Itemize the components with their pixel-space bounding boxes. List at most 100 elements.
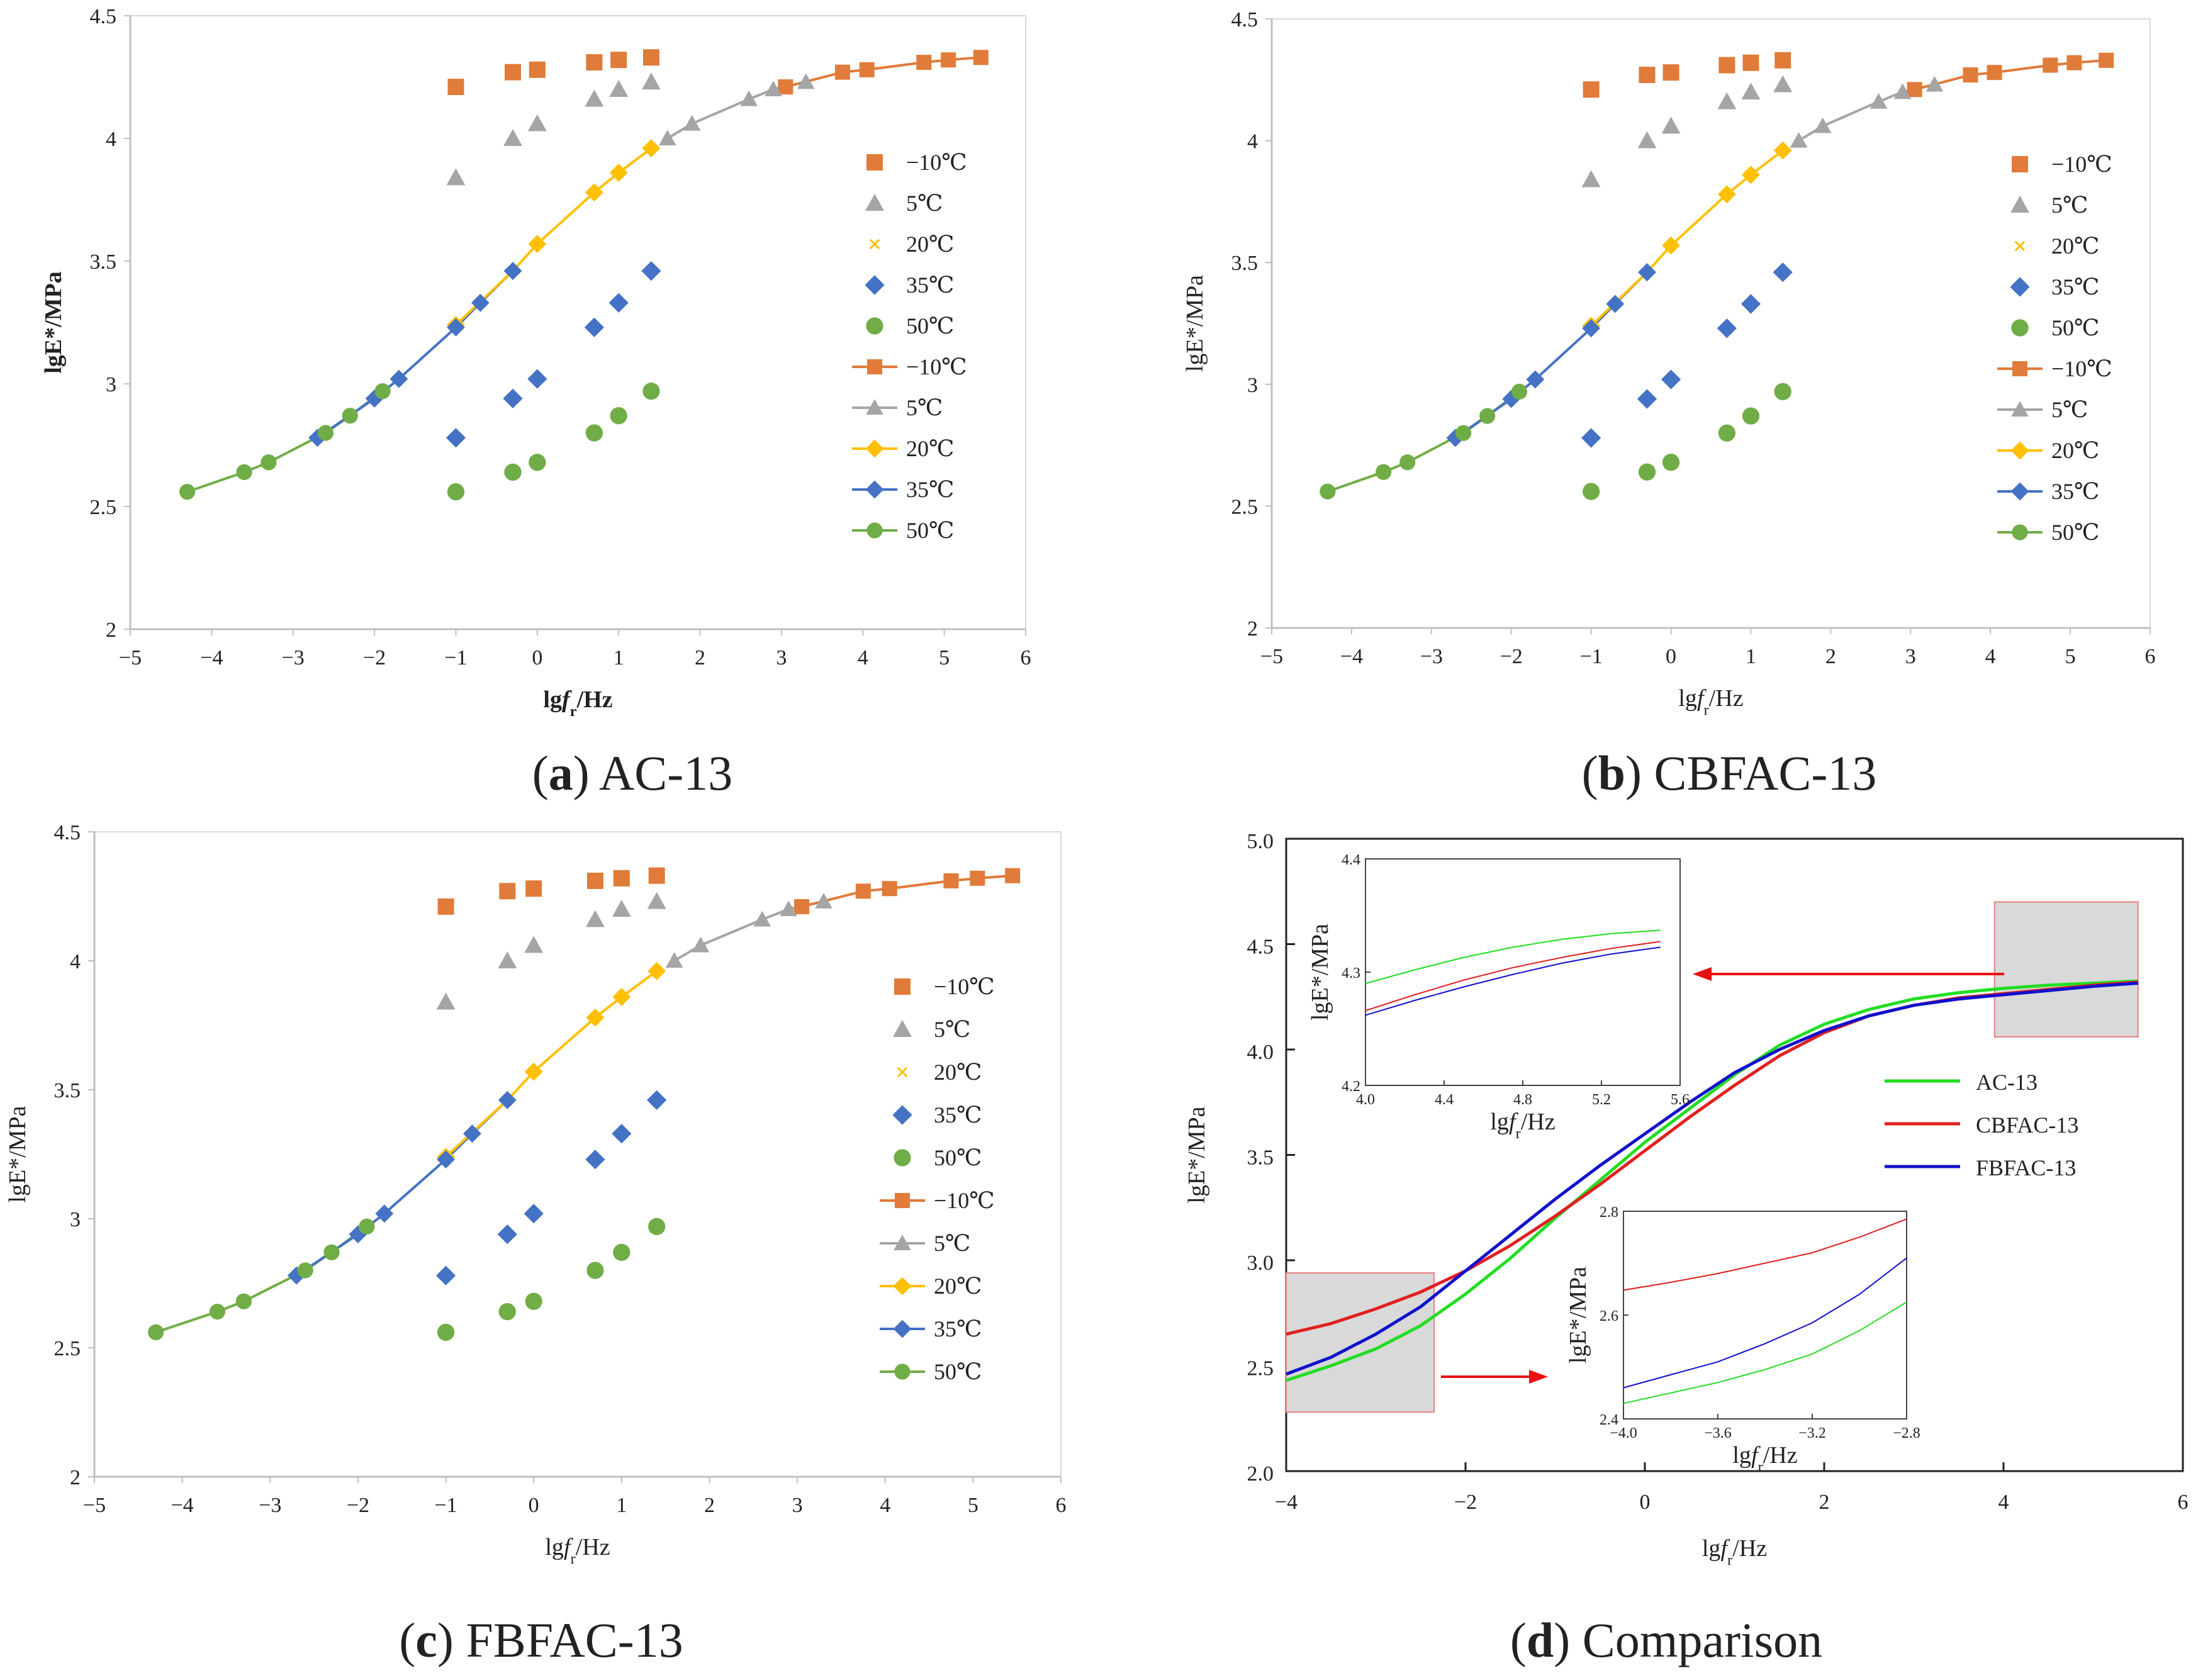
panel-a-raw-point-m10: [586, 54, 603, 71]
panel-c-raw-point-p35: [585, 1150, 605, 1170]
panel-b-raw-point-p35: [1637, 389, 1657, 409]
panel-a-raw-point-p5: [446, 168, 466, 186]
panel-c-raw-point-p5: [498, 951, 517, 968]
panel-c-y-tick-label: 2.5: [54, 1337, 81, 1360]
panel-a-raw-point-p5: [609, 80, 629, 97]
panel-d-inset-bottom-series-cbfac-13: [1623, 1218, 1907, 1291]
panel-b-shifted-point-p35: [1606, 294, 1625, 313]
panel-c-legend-label: 20℃: [934, 1060, 982, 1085]
panel-c-shifted-point-m10: [970, 870, 985, 886]
panel-a-shifted-point-p35: [390, 369, 408, 388]
panel-b-x-tick-label: 0: [1666, 645, 1676, 668]
panel-c-x-axis-label: lgfr/Hz: [545, 1534, 610, 1567]
panel-a-raw-point-p5: [585, 89, 604, 107]
panel-d-inset-bottom-x-tick-label: −3.2: [1798, 1425, 1826, 1442]
panel-b-raw-point-p50: [1582, 483, 1600, 500]
panel-a-shifted-point-p5: [797, 73, 815, 89]
panel-b-x-axis-label-lg: lg: [1678, 685, 1697, 712]
panel-a-x-tick-label: 4: [858, 646, 868, 669]
panel-b-legend-marker: [2014, 240, 2026, 252]
panel-c-raw-point-p35: [497, 1224, 517, 1245]
panel-d-inset-top-x-axis-label-sub: r: [1516, 1125, 1521, 1142]
panel-a-shifted-point-p20: [642, 139, 661, 157]
panel-c-plot-frame: [94, 831, 1062, 1477]
panel-a-raw-point-m10: [505, 64, 522, 81]
panel-a-x-axis-label-lg: lg: [543, 686, 562, 713]
panel-b-shifted-point-p50: [1399, 454, 1416, 471]
panel-a-shifted-point-p5: [765, 81, 782, 97]
panel-b-y-axis-label: lgE*/MPa: [1182, 275, 1208, 372]
panel-d-y-tick-label: 4.0: [1247, 1041, 1274, 1064]
panel-c-shifted-point-m10: [794, 899, 810, 914]
panel-b-shifted-point-p5: [1893, 83, 1912, 99]
panel-d-inset-bottom-y-tick-label: 2.8: [1600, 1204, 1618, 1221]
panel-a-x-axis-label-unit: /Hz: [576, 686, 613, 713]
caption-a-name: AC-13: [599, 746, 732, 800]
caption-d-name: Comparison: [1583, 1613, 1822, 1667]
panel-d-inset-bottom-x-tick-label: −3.6: [1704, 1425, 1732, 1442]
panel-d-series-fbfac-13: [1286, 982, 2138, 1376]
svg-text:(c) FBFAC-13: (c) FBFAC-13: [399, 1613, 683, 1667]
panel-a-raw-point-p50: [447, 483, 465, 501]
panel-a-raw-point-p5: [503, 129, 522, 146]
panel-b-shifted-point-p20: [1662, 236, 1680, 255]
caption-c-letter: c: [415, 1613, 437, 1667]
panel-a-x-tick-label: −2: [363, 646, 386, 669]
panel-c-shifted-point-p5: [665, 952, 683, 968]
panel-b-x-tick-label: 4: [1985, 645, 1996, 668]
panel-d-inset-bottom-x-axis-label-unit: /Hz: [1763, 1442, 1798, 1469]
panel-c-raw-point-p5: [612, 900, 631, 917]
panel-b-shifted-point-p20: [1773, 141, 1792, 160]
panel-c-raw-point-p50: [437, 1323, 455, 1341]
panel-b-raw-point-m10: [1662, 64, 1679, 81]
panel-c-y-tick-label: 4: [70, 950, 81, 973]
panel-d-inset-bottom-y-axis-label: lgE*/MPa: [1565, 1267, 1591, 1364]
panel-d-arrow-top-head: [1693, 967, 1712, 981]
panel-d-x-tick-label: −4: [1275, 1491, 1298, 1514]
panel-c-x-tick-label: 0: [529, 1494, 539, 1517]
panel-b-raw-point-p5: [1717, 92, 1737, 109]
panel-b-shifted-point-p5: [1813, 117, 1832, 133]
panel-c-shifted-point-p5: [815, 892, 832, 909]
panel-d-y-tick-label: 3.5: [1247, 1146, 1274, 1170]
panel-b-legend-marker: [2011, 319, 2029, 337]
panel-c-x-axis-label-sub: r: [571, 1550, 576, 1567]
panel-a-shifted-point-p5: [659, 130, 676, 146]
panel-d-x-axis-label-unit: /Hz: [1732, 1535, 1767, 1562]
panel-c-raw-point-p5: [585, 910, 605, 927]
panel-c-raw-point-p50: [525, 1292, 542, 1310]
panel-c-raw-point-p50: [648, 1218, 666, 1235]
panel-c-raw-point-p50: [613, 1243, 631, 1261]
panel-a-raw-point-p35: [608, 293, 629, 313]
panel-a-legend-marker: [866, 522, 883, 539]
panel-a-legend-marker: [865, 194, 884, 211]
panel-d-legend-label: AC-13: [1976, 1070, 2038, 1095]
panel-a-legend-label: 50℃: [906, 518, 954, 543]
panel-c-raw-point-p5: [647, 892, 666, 909]
panel-c-legend-label: 20℃: [934, 1274, 982, 1299]
panel-d-x-tick-label: 4: [1998, 1491, 2009, 1514]
panel-a-shifted-point-p50: [261, 454, 277, 471]
panel-d-y-tick-label: 4.5: [1247, 936, 1274, 959]
caption-c-name: FBFAC-13: [466, 1613, 683, 1667]
panel-b-x-tick-label: −2: [1500, 645, 1523, 668]
panel-a-legend-label: 35℃: [906, 477, 954, 502]
panel-a-legend-marker: [866, 154, 883, 171]
panel-c-x-axis-label-unit: /Hz: [576, 1534, 610, 1560]
panel-c-x-axis-label-lg: lg: [545, 1534, 564, 1560]
panel-b-legend-label: −10℃: [2051, 152, 2112, 177]
panel-b-shifted-point-p50: [1479, 408, 1496, 424]
panel-c-x-tick-label: 5: [968, 1494, 978, 1517]
panel-c-y-tick-label: 3.5: [54, 1079, 81, 1102]
panel-d-inset-top-y-tick-label: 4.4: [1342, 852, 1360, 868]
panel-a-x-axis-label: lgfr/Hz: [543, 686, 612, 720]
panel-b-shifted-point-p35: [1638, 263, 1656, 282]
panel-b-legend-marker: [2010, 441, 2029, 460]
panel-b-legend-marker: [2010, 277, 2030, 297]
panel-c-x-tick-label: 2: [704, 1494, 715, 1517]
panel-a-chart: −5 −4 −3 −2 −1 0 1 2 3 4 5 6 2 2.5 3 3.5 4 4.5 lgfr/Hz lgE*…: [40, 5, 1031, 720]
panel-b-shifted-point-p50: [1455, 425, 1472, 441]
panel-d-inset-top-y-tick-label: 4.2: [1342, 1078, 1360, 1095]
panel-d-inset-top-x-axis-label-lg: lg: [1490, 1109, 1509, 1135]
panel-b-shifted-point-m10: [2043, 57, 2058, 73]
